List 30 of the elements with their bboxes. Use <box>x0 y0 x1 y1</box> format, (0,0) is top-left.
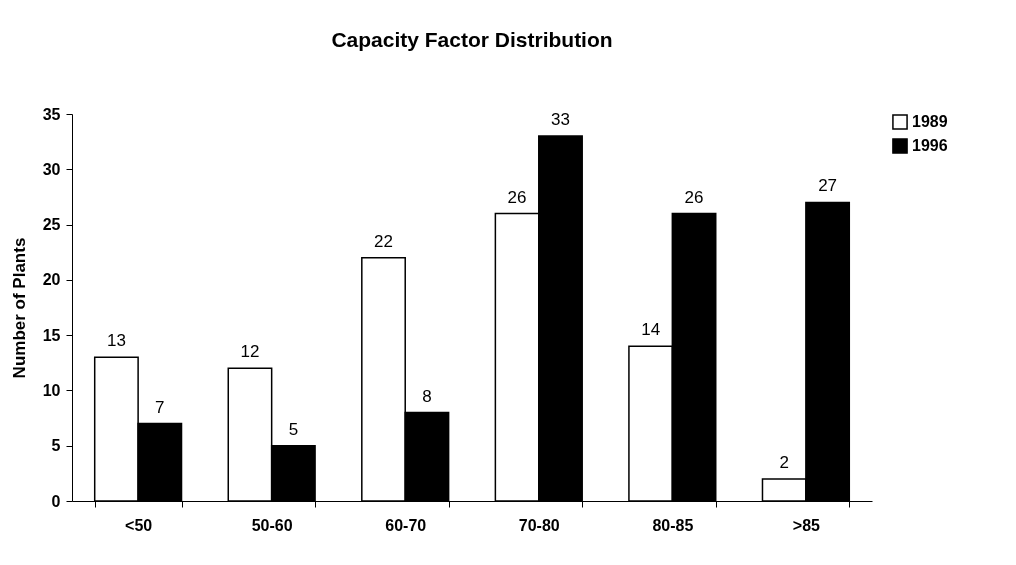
y-tick-label: 5 <box>51 437 61 455</box>
data-label: 12 <box>240 342 260 362</box>
y-tick-label: 25 <box>42 216 61 234</box>
x-tick-label: 60-70 <box>385 516 427 534</box>
data-label: 26 <box>507 187 527 207</box>
data-label: 33 <box>551 110 570 130</box>
chart-title: Capacity Factor Distribution <box>331 28 613 51</box>
data-label: 14 <box>641 320 661 340</box>
data-label: 26 <box>684 187 704 207</box>
y-tick-label: 30 <box>42 160 61 178</box>
legend-label: 1989 <box>912 113 948 130</box>
data-label: 22 <box>374 231 393 251</box>
y-tick-label: 20 <box>42 271 61 289</box>
data-label: 7 <box>155 397 165 417</box>
data-label: 2 <box>779 452 789 472</box>
x-tick-label: >85 <box>792 516 821 534</box>
x-tick-label: <50 <box>125 516 153 534</box>
x-tick-label: 50-60 <box>251 516 293 534</box>
y-tick-label: 15 <box>42 326 61 344</box>
y-tick-label: 0 <box>51 492 61 510</box>
y-tick-label: 10 <box>42 381 61 399</box>
y-axis-title: Number of Plants <box>9 237 29 379</box>
data-label: 13 <box>106 331 126 351</box>
data-label: 8 <box>422 386 432 406</box>
data-label: 27 <box>818 176 838 196</box>
x-tick-label: 70-80 <box>518 516 560 534</box>
x-tick-label: 80-85 <box>652 516 694 534</box>
data-label: 5 <box>288 419 299 439</box>
legend-label: 1996 <box>912 137 948 154</box>
y-tick-label: 35 <box>42 105 61 123</box>
